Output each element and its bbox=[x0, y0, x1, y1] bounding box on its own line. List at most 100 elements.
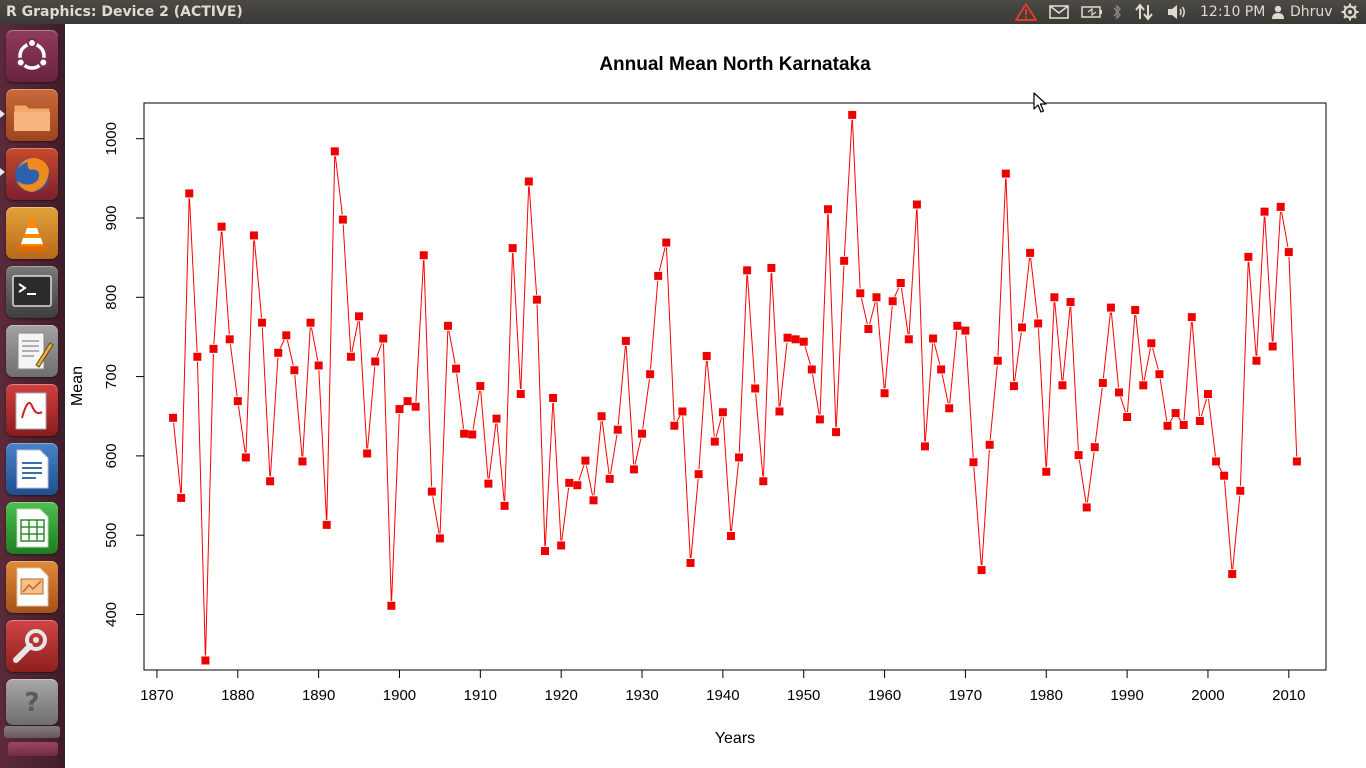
text-editor-icon[interactable] bbox=[6, 325, 58, 377]
gear-icon[interactable] bbox=[1340, 0, 1360, 24]
data-point bbox=[1066, 298, 1075, 307]
impress-icon[interactable] bbox=[6, 561, 58, 613]
line-segment bbox=[1110, 312, 1120, 388]
data-point bbox=[1082, 503, 1091, 512]
line-segment bbox=[585, 465, 594, 496]
data-point bbox=[492, 414, 501, 423]
user-icon[interactable] bbox=[1270, 0, 1286, 24]
data-point bbox=[880, 389, 889, 398]
firefox-icon[interactable] bbox=[6, 148, 58, 200]
data-point bbox=[945, 404, 954, 413]
mail-icon[interactable] bbox=[1047, 0, 1071, 24]
line-segment bbox=[1248, 261, 1257, 356]
data-point bbox=[929, 334, 938, 343]
data-point bbox=[241, 453, 250, 462]
r-graphics-device: Annual Mean North Karnataka 1870 1880 1890… bbox=[65, 24, 1366, 768]
line-segment bbox=[676, 415, 681, 422]
line-segment bbox=[908, 209, 918, 335]
line-segment bbox=[512, 253, 521, 390]
data-point bbox=[1058, 381, 1067, 390]
warning-icon[interactable] bbox=[1014, 0, 1038, 24]
running-indicator bbox=[0, 110, 5, 118]
line-segment bbox=[634, 438, 642, 465]
user-name[interactable]: Dhruv bbox=[1290, 4, 1333, 20]
files-icon[interactable] bbox=[6, 89, 58, 141]
line-segment bbox=[189, 198, 198, 352]
data-point bbox=[581, 456, 590, 465]
line-segment bbox=[439, 330, 449, 534]
x-axis: 1870 1880 1890 1900 1910 1920 1930 1940 1950 1960… bbox=[140, 669, 1305, 704]
line-segment bbox=[762, 272, 772, 477]
calc-icon[interactable] bbox=[6, 502, 58, 554]
data-point bbox=[403, 397, 412, 406]
data-point bbox=[1115, 388, 1124, 397]
clock[interactable]: 12:10 PM bbox=[1200, 4, 1266, 20]
help-icon[interactable]: ? bbox=[6, 679, 58, 725]
terminal-icon[interactable] bbox=[6, 266, 58, 318]
line-segment bbox=[819, 214, 829, 415]
line-segment bbox=[423, 260, 433, 487]
data-point bbox=[791, 335, 800, 344]
data-point bbox=[565, 478, 574, 487]
data-point bbox=[411, 402, 420, 411]
line-segment bbox=[1200, 398, 1208, 417]
line-segment bbox=[755, 393, 764, 477]
plot-box bbox=[143, 102, 1327, 671]
writer-icon[interactable] bbox=[6, 443, 58, 495]
running-indicator bbox=[0, 168, 5, 176]
system-settings-icon[interactable] bbox=[6, 620, 58, 672]
volume-icon[interactable] bbox=[1164, 0, 1190, 24]
line-segment bbox=[578, 465, 585, 481]
line-segment bbox=[1239, 261, 1249, 486]
network-icon[interactable] bbox=[1132, 0, 1156, 24]
data-point bbox=[282, 331, 291, 340]
line-segment bbox=[552, 402, 562, 541]
data-point bbox=[225, 335, 234, 344]
y-tick-label: 600 bbox=[103, 443, 120, 468]
data-point bbox=[985, 440, 994, 449]
x-tick-label: 1870 bbox=[140, 687, 173, 704]
data-point bbox=[1098, 378, 1107, 387]
data-point bbox=[953, 321, 962, 330]
data-point bbox=[621, 336, 630, 345]
data-point bbox=[678, 407, 687, 416]
line-segment bbox=[843, 119, 853, 256]
battery-icon[interactable] bbox=[1080, 0, 1104, 24]
line-segment bbox=[294, 375, 303, 457]
data-point bbox=[832, 428, 841, 437]
data-point bbox=[1090, 443, 1099, 452]
bluetooth-icon[interactable] bbox=[1108, 0, 1126, 24]
line-segment bbox=[544, 402, 554, 547]
line-segment bbox=[617, 345, 626, 425]
line-segment bbox=[1256, 216, 1265, 356]
line-segment bbox=[625, 345, 635, 465]
ubuntu-dash-icon[interactable] bbox=[6, 30, 58, 82]
document-viewer-icon[interactable] bbox=[6, 384, 58, 436]
line-segment bbox=[650, 280, 659, 370]
line-segment bbox=[601, 421, 610, 474]
data-point bbox=[346, 352, 355, 361]
line-segment bbox=[884, 306, 893, 389]
launcher-stack bbox=[8, 742, 58, 756]
line-segment bbox=[730, 462, 740, 532]
x-tick-label: 1980 bbox=[1030, 687, 1063, 704]
chart-title: Annual Mean North Karnataka bbox=[599, 54, 871, 75]
data-point bbox=[1001, 169, 1010, 178]
data-point bbox=[1236, 486, 1245, 495]
data-point bbox=[888, 297, 897, 306]
line-segment bbox=[610, 434, 618, 475]
line-segment bbox=[746, 275, 756, 384]
line-segment bbox=[253, 240, 263, 318]
line-segment bbox=[771, 272, 780, 407]
x-tick-label: 2000 bbox=[1191, 687, 1224, 704]
vlc-icon[interactable] bbox=[6, 207, 58, 259]
data-point bbox=[856, 289, 865, 298]
data-point bbox=[783, 333, 792, 342]
data-point bbox=[322, 520, 331, 529]
line-segment bbox=[382, 343, 392, 601]
data-point bbox=[274, 348, 283, 357]
line-segment bbox=[326, 156, 336, 520]
data-point bbox=[597, 412, 606, 421]
x-tick-label: 1950 bbox=[787, 687, 820, 704]
launcher: ? bbox=[0, 24, 66, 768]
